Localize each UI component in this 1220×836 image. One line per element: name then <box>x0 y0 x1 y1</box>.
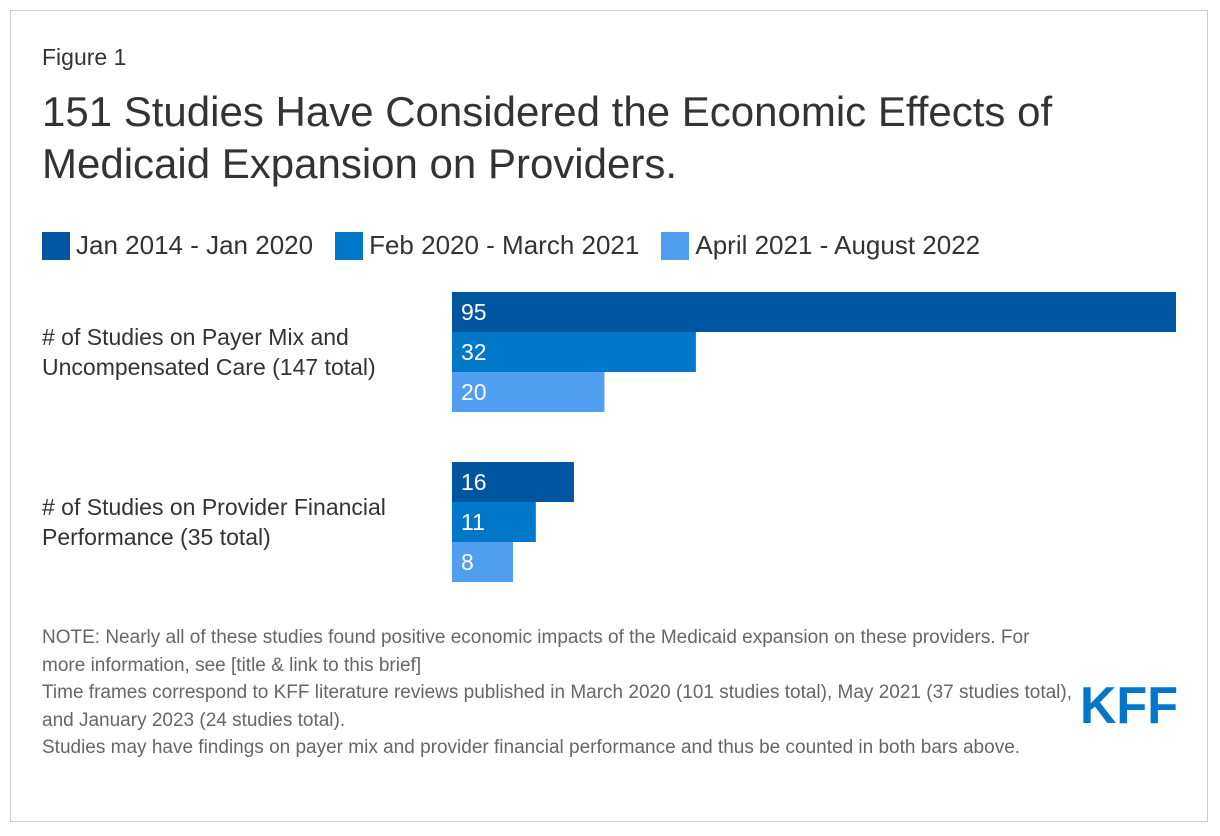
bar <box>452 292 1176 332</box>
bar <box>452 332 696 372</box>
legend-swatch-3 <box>661 231 690 260</box>
bar <box>452 502 536 542</box>
legend-label-1: Jan 2014 - Jan 2020 <box>76 230 314 260</box>
data-label: 16 <box>461 469 487 495</box>
legend-item-3: April 2021 - August 2022 <box>661 230 980 261</box>
notes: NOTE: Nearly all of these studies found … <box>42 624 1072 762</box>
legend-label-2: Feb 2020 - March 2021 <box>369 230 640 260</box>
bar <box>452 372 605 412</box>
svg-text:KFF: KFF <box>1080 684 1178 724</box>
bar <box>452 542 513 582</box>
data-label: 11 <box>461 509 485 535</box>
bar <box>452 462 574 502</box>
legend-item-1: Jan 2014 - Jan 2020 <box>42 230 313 261</box>
note-2: Time frames correspond to KFF literature… <box>42 682 1072 731</box>
data-label: 32 <box>461 339 487 365</box>
kff-logo: KFF <box>1080 684 1178 724</box>
data-label: 8 <box>461 549 474 575</box>
category-label-2: # of Studies on Provider Financial Perfo… <box>42 494 386 550</box>
figure-label: Figure 1 <box>42 44 127 70</box>
category-label-1: # of Studies on Payer Mix and Uncompensa… <box>42 324 376 380</box>
note-3: Studies may have findings on payer mix a… <box>42 737 1021 758</box>
legend: Jan 2014 - Jan 2020 Feb 2020 - March 202… <box>42 230 980 261</box>
legend-swatch-1 <box>42 231 70 260</box>
legend-label-3: April 2021 - August 2022 <box>695 230 981 260</box>
legend-item-2: Feb 2020 - March 2021 <box>335 230 639 261</box>
data-label: 20 <box>461 379 487 405</box>
data-label: 95 <box>461 299 487 325</box>
chart-title: 151 Studies Have Considered the Economic… <box>42 88 1053 187</box>
figure-card <box>10 10 1208 822</box>
note-1: NOTE: Nearly all of these studies found … <box>42 627 1030 676</box>
legend-swatch-2 <box>335 231 364 260</box>
